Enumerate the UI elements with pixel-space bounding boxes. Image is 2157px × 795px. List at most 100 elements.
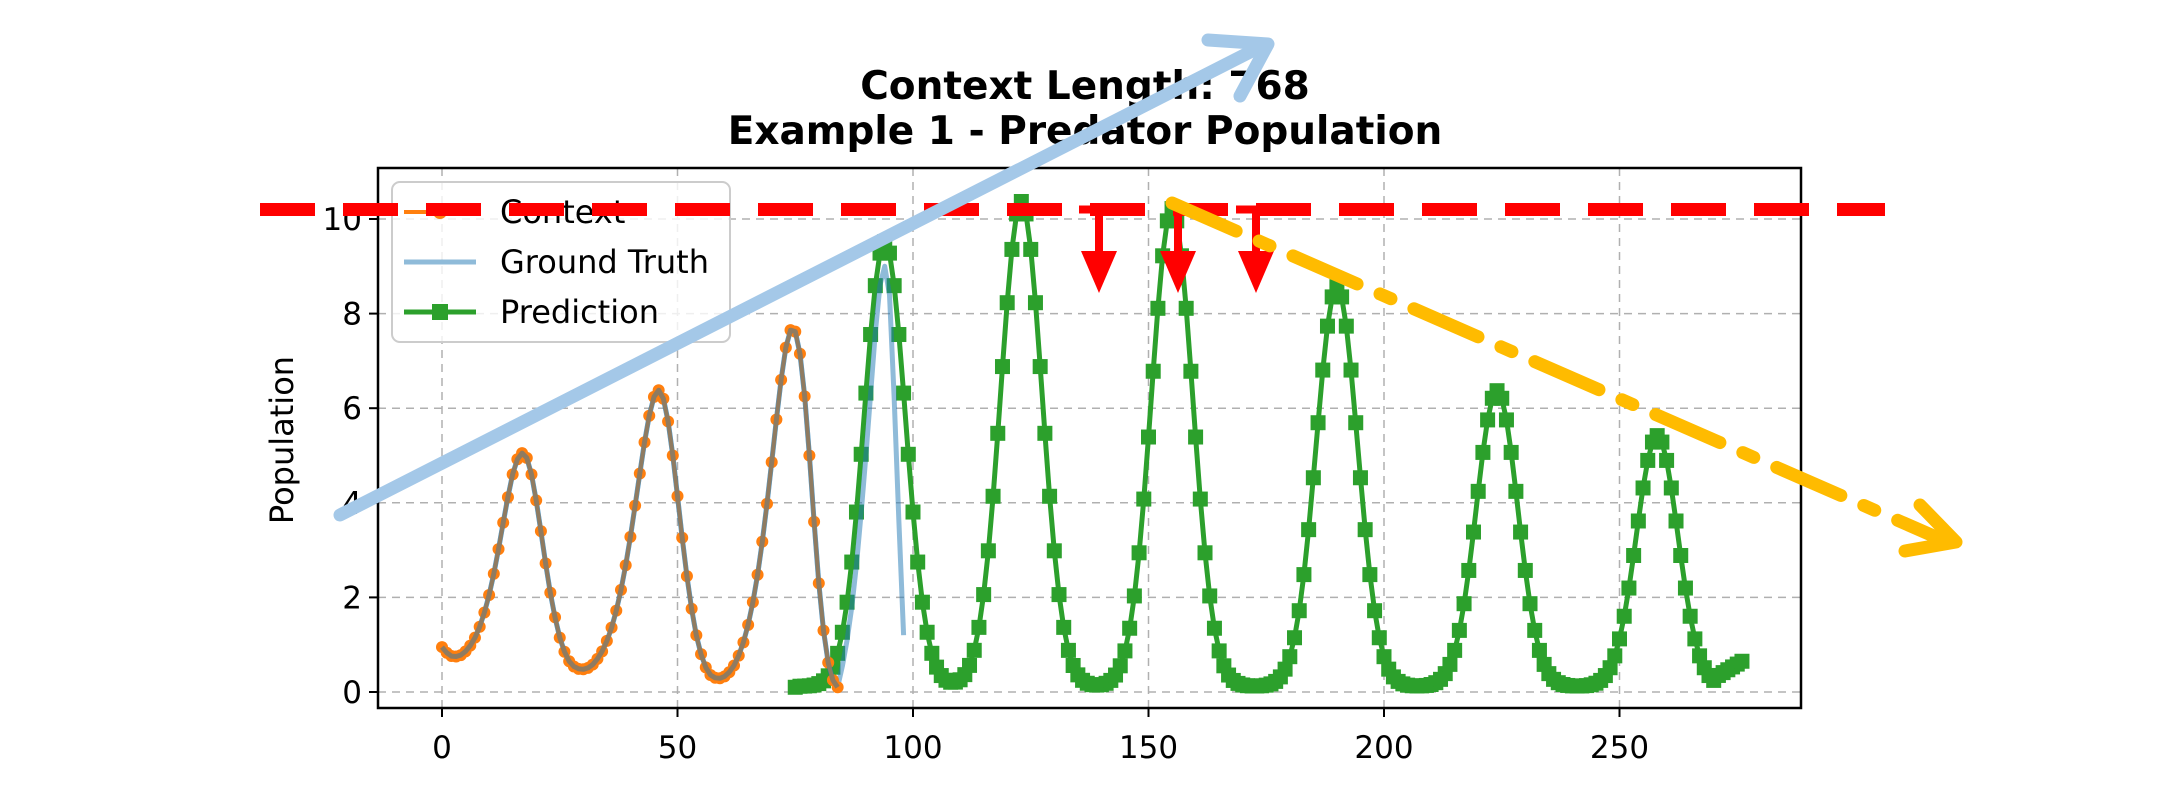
down-arrow-head xyxy=(1081,251,1117,293)
legend-ground-truth-label: Ground Truth xyxy=(500,243,709,281)
chart-title: Context Length: 768 xyxy=(860,64,1310,109)
prediction-marker xyxy=(1319,318,1335,334)
prediction-marker xyxy=(1602,660,1618,676)
prediction-marker xyxy=(1122,620,1138,636)
prediction-marker xyxy=(1211,643,1227,659)
prediction-marker xyxy=(1367,603,1383,619)
rising-arrow-head xyxy=(1201,33,1275,103)
down-arrow-shaft xyxy=(1079,205,1103,263)
prediction-marker xyxy=(1136,491,1152,507)
prediction-marker xyxy=(1371,630,1387,646)
prediction-marker xyxy=(1677,580,1693,596)
prediction-marker xyxy=(924,645,940,661)
prediction-marker xyxy=(1673,548,1689,563)
prediction-marker xyxy=(1654,434,1670,450)
prediction-marker xyxy=(1042,488,1058,504)
prediction-marker xyxy=(1145,363,1161,379)
prediction-marker xyxy=(1310,415,1326,431)
prediction-line xyxy=(794,199,1744,690)
prediction-marker xyxy=(1513,524,1529,540)
prediction-marker xyxy=(900,446,916,462)
prediction-marker xyxy=(1498,412,1514,428)
series-layer xyxy=(436,193,1750,695)
prediction-marker xyxy=(994,359,1010,375)
down-arrow xyxy=(1079,205,1117,293)
prediction-marker xyxy=(1348,415,1364,431)
prediction-marker xyxy=(914,594,930,610)
prediction-marker xyxy=(1376,649,1392,665)
prediction-marker xyxy=(896,385,912,401)
prediction-marker xyxy=(1112,658,1128,674)
prediction-marker xyxy=(1734,653,1750,669)
prediction-marker xyxy=(1183,363,1199,379)
prediction-marker xyxy=(910,554,926,570)
prediction-marker xyxy=(1456,596,1472,612)
prediction-marker xyxy=(1202,588,1218,604)
prediction-marker xyxy=(1503,444,1519,460)
annotation-overlays xyxy=(260,33,1963,558)
prediction-marker xyxy=(1037,425,1053,441)
prediction-marker xyxy=(1362,567,1378,583)
prediction-marker xyxy=(1517,562,1533,578)
x-tick-label: 0 xyxy=(432,730,452,766)
prediction-marker xyxy=(1461,562,1477,578)
prediction-marker xyxy=(1635,480,1651,496)
prediction-marker xyxy=(1343,362,1359,378)
prediction-marker xyxy=(1626,548,1642,563)
ground-truth-overlay xyxy=(440,327,840,689)
prediction-marker xyxy=(1291,603,1307,619)
prediction-marker xyxy=(830,645,846,661)
prediction-marker xyxy=(1282,649,1298,665)
prediction-marker xyxy=(1616,608,1632,624)
prediction-marker xyxy=(1051,587,1067,603)
prediction-marker xyxy=(1334,289,1350,305)
prediction-marker xyxy=(1475,444,1491,460)
prediction-marker xyxy=(1032,359,1048,375)
plot-frame xyxy=(376,166,1803,710)
prediction-marker xyxy=(1131,545,1147,561)
prediction-marker xyxy=(905,504,921,520)
prediction-marker xyxy=(1692,648,1708,664)
x-tick-label: 250 xyxy=(1590,730,1649,766)
prediction-marker xyxy=(1126,588,1142,604)
down-arrow-head xyxy=(1160,251,1196,293)
down-arrow xyxy=(1160,209,1196,293)
prediction-marker xyxy=(1668,513,1684,529)
prediction-marker xyxy=(1508,483,1524,499)
prediction-marker xyxy=(1277,661,1293,677)
prediction-marker xyxy=(980,543,996,559)
prediction-marker xyxy=(1357,522,1373,538)
prediction-marker xyxy=(1531,642,1547,658)
prediction-marker xyxy=(1150,300,1166,316)
prediction-marker xyxy=(1447,642,1463,658)
prediction-marker xyxy=(1338,318,1354,334)
prediction-marker xyxy=(966,642,982,658)
prediction-marker xyxy=(1023,241,1039,257)
prediction-marker xyxy=(1141,429,1156,445)
prediction-marker xyxy=(919,624,935,640)
prediction-marker xyxy=(1027,295,1043,311)
y-axis-ticks: 0246810 xyxy=(323,202,378,711)
down-arrow-head xyxy=(1238,251,1274,293)
prediction-marker xyxy=(881,245,897,261)
prediction-marker xyxy=(1659,452,1675,468)
prediction-marker xyxy=(1682,608,1698,624)
y-tick-label: 6 xyxy=(342,391,362,427)
y-axis-label: Population xyxy=(263,356,301,524)
x-tick-label: 200 xyxy=(1354,730,1413,766)
legend-prediction-marker xyxy=(432,304,448,320)
prediction-marker xyxy=(891,327,907,343)
prediction-marker xyxy=(1056,619,1072,635)
y-tick-label: 2 xyxy=(342,580,362,616)
prediction-marker xyxy=(1470,483,1486,499)
prediction-marker xyxy=(1451,622,1467,638)
prediction-marker xyxy=(1060,642,1076,658)
prediction-marker xyxy=(1494,390,1510,406)
legend: Context Ground Truth Prediction xyxy=(391,181,731,343)
prediction-marker xyxy=(1004,241,1020,257)
prediction-marker xyxy=(1287,630,1303,646)
y-tick-label: 0 xyxy=(342,675,362,711)
prediction-marker xyxy=(1687,631,1703,647)
prediction-marker xyxy=(1301,522,1317,538)
